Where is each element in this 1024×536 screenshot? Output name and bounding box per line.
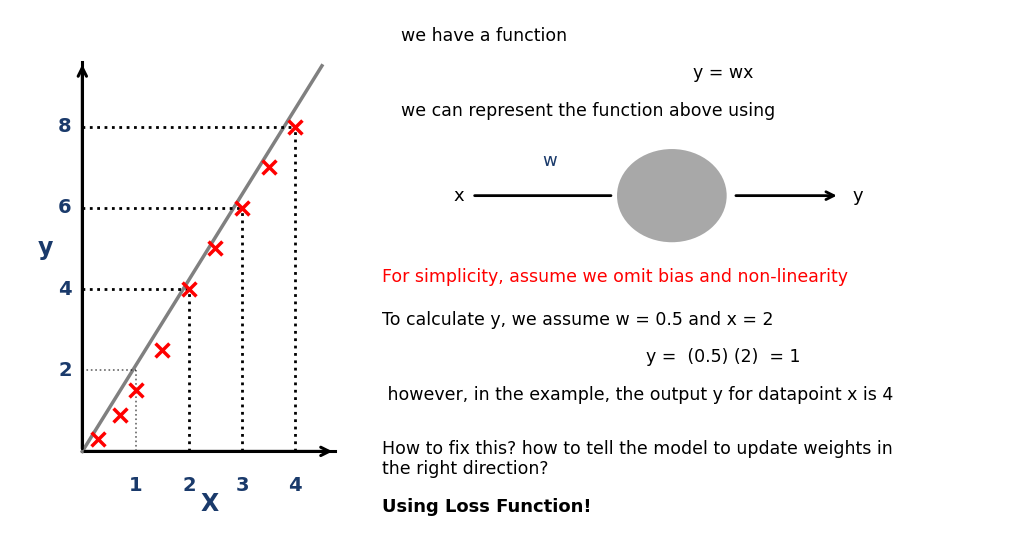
Text: 4: 4 <box>58 279 72 299</box>
Text: 4: 4 <box>289 476 302 495</box>
Point <box>90 435 106 443</box>
Text: y: y <box>852 187 863 205</box>
Text: 2: 2 <box>58 361 72 379</box>
Point <box>207 244 223 252</box>
Text: however, in the example, the output y for datapoint x is 4: however, in the example, the output y fo… <box>382 386 893 404</box>
Point <box>287 122 303 131</box>
Text: we can represent the function above using: we can represent the function above usin… <box>400 102 775 120</box>
Text: y: y <box>37 236 53 260</box>
Text: Using Loss Function!: Using Loss Function! <box>382 498 591 517</box>
Text: w: w <box>542 152 557 170</box>
Ellipse shape <box>617 149 727 242</box>
Text: To calculate y, we assume w = 0.5 and x = 2: To calculate y, we assume w = 0.5 and x … <box>382 311 773 329</box>
Text: 8: 8 <box>58 117 72 136</box>
Point <box>154 346 170 354</box>
Point <box>260 163 276 172</box>
Text: How to fix this? how to tell the model to update weights in
the right direction?: How to fix this? how to tell the model t… <box>382 440 892 478</box>
Text: x: x <box>454 187 464 205</box>
Text: 2: 2 <box>182 476 196 495</box>
Point <box>112 411 128 419</box>
Text: y = wx: y = wx <box>693 64 754 83</box>
Point <box>127 386 143 395</box>
Point <box>233 204 250 212</box>
Text: X: X <box>201 492 219 516</box>
Point <box>180 285 197 293</box>
Text: 6: 6 <box>58 198 72 217</box>
Text: For simplicity, assume we omit bias and non-linearity: For simplicity, assume we omit bias and … <box>382 268 848 286</box>
Text: 3: 3 <box>236 476 249 495</box>
Text: we have a function: we have a function <box>400 27 567 45</box>
Text: y =  (0.5) (2)  = 1: y = (0.5) (2) = 1 <box>646 348 801 367</box>
Text: 1: 1 <box>129 476 142 495</box>
